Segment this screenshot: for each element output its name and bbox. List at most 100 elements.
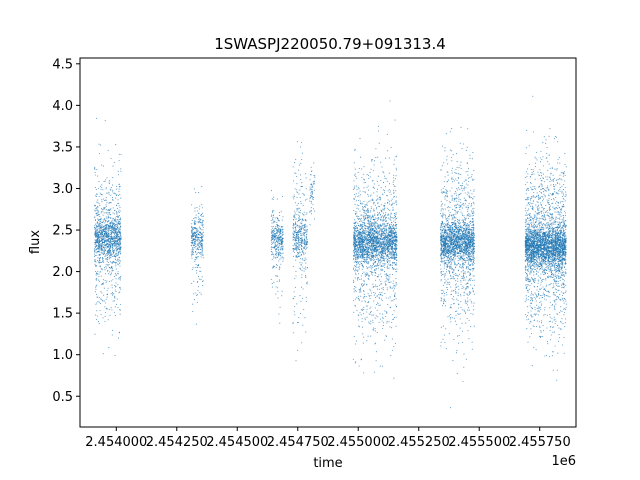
data-point [357,250,359,252]
data-point [296,210,298,212]
data-point [106,192,108,194]
data-point [94,333,96,335]
data-point [396,262,398,264]
data-point [359,289,361,291]
data-point [109,235,111,237]
data-point [359,287,361,289]
data-point [99,144,102,146]
data-point [359,291,361,293]
data-point [94,234,96,237]
data-point [96,209,98,211]
data-point [111,270,113,272]
data-point [313,162,315,164]
data-point [364,317,366,319]
data-point [272,211,274,213]
data-point [199,240,201,242]
data-point [376,232,378,234]
data-point [293,311,295,313]
data-point [277,239,279,241]
data-point [96,168,98,171]
data-point [95,230,97,232]
data-point [110,225,112,227]
data-point [365,240,368,242]
data-point [364,245,366,248]
data-point [201,203,203,205]
data-point [380,209,382,211]
data-point [282,240,284,242]
data-point [372,254,374,256]
data-point [390,193,392,196]
data-point [119,235,121,237]
data-point [194,250,197,252]
data-point [97,212,99,214]
data-point [384,263,386,265]
data-point [198,192,200,194]
data-point [112,244,114,246]
data-point [376,253,378,255]
data-point [358,205,360,207]
data-point [276,251,278,253]
data-point [309,179,311,181]
data-point [301,274,303,276]
data-point [96,235,98,237]
data-point [306,229,308,231]
data-point [107,215,109,217]
data-point [106,243,109,246]
data-point [275,225,277,228]
data-point [120,246,122,248]
data-point [366,308,368,310]
data-point [359,264,361,266]
data-point [120,239,122,241]
data-point [302,266,304,268]
data-point [305,268,307,270]
data-point [369,307,371,310]
data-point [363,284,365,287]
data-point [364,218,366,220]
data-point [362,233,364,235]
data-point [114,235,117,237]
data-point [303,242,305,244]
data-point [279,254,281,256]
data-point [355,221,357,223]
data-point [104,320,106,322]
data-point [282,258,284,260]
data-point [370,207,372,210]
data-point [374,268,376,271]
data-point [301,269,303,272]
data-point [197,256,199,258]
data-point [381,268,383,270]
data-point [102,207,105,209]
data-point [95,274,97,276]
data-point [196,228,198,230]
data-point [387,278,389,280]
data-point [104,241,106,243]
data-point [114,192,116,194]
data-point [199,253,201,255]
data-point [354,247,356,249]
data-point [355,361,357,363]
data-point [106,224,108,226]
data-point [353,258,355,260]
data-point [118,276,120,279]
data-point [103,247,105,249]
data-point [279,253,281,255]
data-point [293,194,295,196]
data-point [94,236,97,238]
data-point [386,322,388,324]
data-point [358,218,360,220]
data-point [371,259,373,261]
data-point [292,226,294,229]
data-point [361,249,363,251]
data-point [375,284,377,286]
data-point [376,214,379,216]
data-point [113,192,115,194]
data-point [95,249,97,251]
data-point [196,252,198,254]
data-point [357,208,359,210]
data-point [304,225,306,227]
data-point [385,273,387,275]
data-point [297,256,299,258]
data-point [114,306,116,308]
data-point [293,234,295,236]
data-point [354,343,357,345]
